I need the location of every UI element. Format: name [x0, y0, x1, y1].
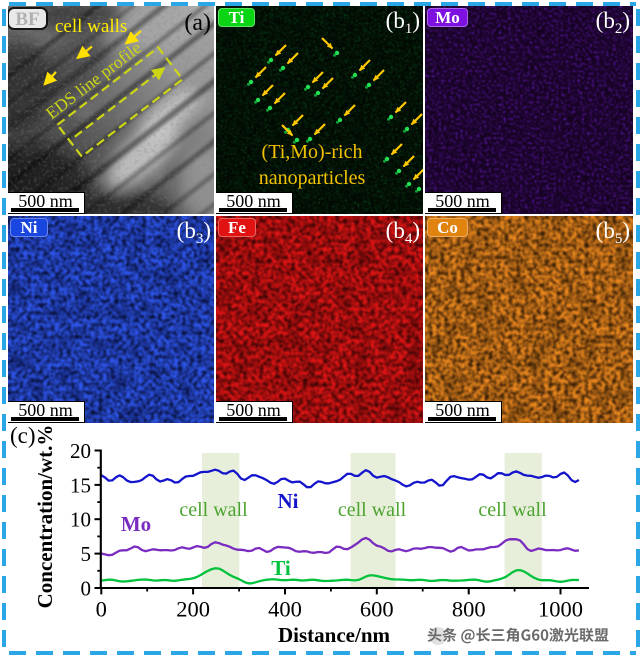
svg-text:Ti: Ti — [271, 556, 291, 580]
svg-text:Mo: Mo — [121, 512, 151, 536]
svg-text:Concentration/wt.%: Concentration/wt.% — [33, 425, 57, 609]
svg-text:200: 200 — [176, 597, 210, 622]
svg-text:400: 400 — [268, 597, 302, 622]
svg-text:Distance/nm: Distance/nm — [278, 623, 391, 647]
svg-text:cell wall: cell wall — [478, 499, 547, 521]
svg-text:cell wall: cell wall — [179, 499, 248, 521]
svg-text:15: 15 — [70, 473, 91, 497]
svg-text:10: 10 — [70, 508, 91, 532]
svg-text:600: 600 — [360, 597, 394, 622]
svg-text:0: 0 — [81, 576, 92, 600]
svg-text:800: 800 — [452, 597, 486, 622]
svg-text:1000: 1000 — [538, 597, 583, 622]
svg-text:(c): (c) — [10, 423, 36, 448]
svg-text:0: 0 — [96, 597, 107, 622]
svg-text:cell wall: cell wall — [338, 499, 407, 521]
svg-text:EDS line profile: EDS line profile — [42, 37, 145, 123]
svg-text:20: 20 — [70, 439, 91, 463]
svg-text:Ni: Ni — [278, 489, 299, 513]
svg-text:5: 5 — [81, 542, 92, 566]
